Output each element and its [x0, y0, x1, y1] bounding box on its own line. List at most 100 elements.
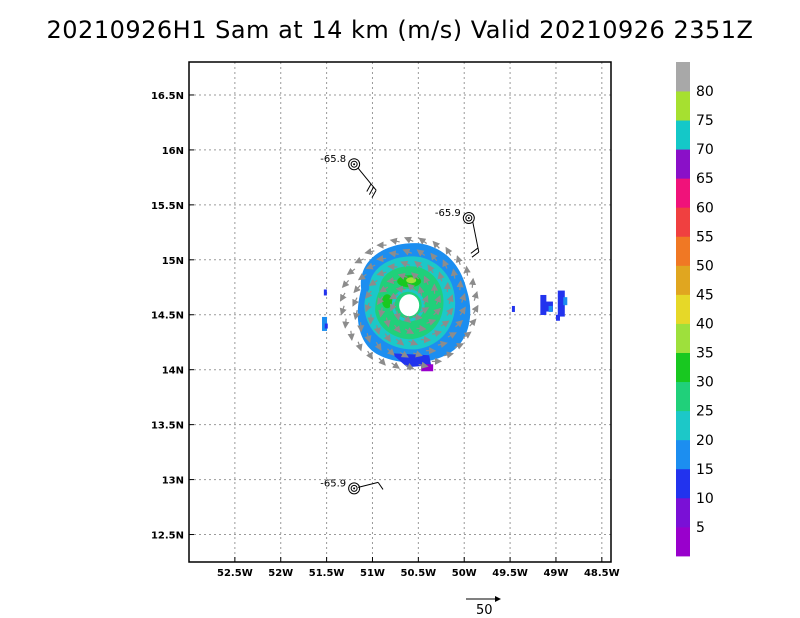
lat-tick-label: 14N — [162, 366, 184, 377]
wind-vector — [341, 280, 350, 289]
east-echo — [540, 294, 547, 315]
station-circle — [350, 160, 358, 168]
west-echo — [324, 323, 328, 329]
lon-tick-label: 49W — [543, 568, 568, 579]
wind-vector — [459, 292, 467, 303]
lon-tick-label: 50.5W — [400, 568, 436, 579]
wind-vector — [389, 292, 399, 300]
east-echo — [511, 305, 515, 312]
wind-vector — [456, 280, 464, 291]
wind-barb-staff — [472, 221, 480, 253]
wind-vector — [408, 338, 419, 346]
wind-vector — [388, 250, 399, 258]
wind-vectors — [339, 236, 479, 370]
wind-vector — [378, 307, 386, 318]
wind-vector — [379, 285, 389, 293]
wind-barb-staff — [357, 167, 377, 191]
wind-vector — [433, 307, 442, 316]
wind-vector — [352, 297, 359, 307]
observation-station: -65.8 — [320, 154, 377, 198]
scale-arrow-label: 50 — [476, 603, 493, 618]
wind-vector — [339, 305, 347, 316]
latitude-labels: 16.5N 16N 15.5N 15N 14.5N 14N 13.5N 13N 12.5N — [151, 91, 184, 542]
wind-vector — [403, 236, 414, 244]
wind-barb-staff — [358, 481, 379, 488]
plot-title: 20210926H1 Sam at 14 km (m/s) Valid 2021… — [46, 16, 754, 44]
colorbar-segment — [676, 62, 690, 92]
wind-vector — [407, 283, 416, 291]
wind-vector — [404, 327, 415, 334]
lon-tick-label: 52W — [268, 568, 293, 579]
lat-tick-label: 12.5N — [151, 531, 184, 542]
wind-vector — [434, 294, 441, 305]
observation-label: -65.8 — [320, 154, 346, 165]
wind-vector — [423, 275, 431, 285]
colorbar-label: 45 — [696, 287, 714, 303]
east-echo — [557, 290, 565, 317]
colorbar-label: 55 — [696, 229, 714, 245]
wind-vector — [447, 332, 457, 339]
colorbar-label: 30 — [696, 375, 714, 391]
wind-vector — [463, 265, 471, 276]
wind-vector — [383, 317, 391, 328]
wind-vector — [391, 361, 400, 369]
wind-vector — [421, 294, 429, 305]
wind-vector — [389, 237, 400, 245]
wind-barb-feather — [471, 251, 480, 258]
wind-vector — [418, 237, 428, 245]
wind-vector — [446, 307, 454, 316]
wind-vector — [368, 279, 378, 287]
colorbar-segment — [676, 468, 690, 499]
colorbar-segment — [676, 323, 690, 353]
wind-vector — [376, 269, 387, 277]
wind-vector — [400, 260, 410, 268]
wind-vector — [437, 271, 445, 282]
wind-vector — [454, 343, 465, 350]
wind-vector — [376, 255, 387, 263]
wind-vector — [437, 340, 448, 348]
wind-barb-feather — [368, 186, 374, 195]
lat-tick-label: 15.5N — [151, 201, 184, 212]
wind-vector — [373, 324, 381, 335]
wind-vector — [399, 350, 409, 358]
wind-vector — [445, 246, 453, 256]
wind-vector — [402, 248, 413, 256]
colorbar-segment — [676, 381, 690, 412]
lat-tick-label: 16.5N — [151, 91, 184, 102]
wind-vector — [431, 330, 442, 338]
lon-tick-label: 50W — [452, 568, 477, 579]
colorbar-label: 20 — [696, 433, 714, 449]
wind-vector — [339, 292, 347, 302]
lat-tick-label: 14.5N — [151, 311, 184, 322]
wind-vector — [378, 357, 386, 366]
wind-barb-feather — [371, 189, 377, 198]
wind-vector — [427, 264, 435, 274]
wind-vector — [443, 351, 455, 359]
colorbar-segment — [676, 91, 690, 121]
colorbar-segment — [676, 410, 690, 441]
colorbar-label: 15 — [696, 462, 714, 478]
observation-label: -65.9 — [435, 208, 461, 219]
colorbar-segment — [676, 120, 690, 150]
colorbar-segment — [676, 294, 690, 324]
colorbar-label: 80 — [696, 84, 714, 100]
west-echo — [322, 316, 328, 331]
wind-barb-feather — [366, 183, 372, 192]
station-dot — [467, 217, 470, 220]
colorbar-label: 40 — [696, 317, 714, 333]
wind-barb-feather — [470, 247, 478, 254]
wind-vector — [365, 262, 376, 270]
lon-tick-label: 51W — [360, 568, 385, 579]
west-echo — [323, 289, 327, 296]
wind-vector — [364, 248, 375, 256]
wind-35-region — [406, 277, 417, 284]
wind-vector — [463, 331, 472, 339]
wind-vector — [471, 290, 479, 301]
map-frame — [188, 61, 612, 563]
scale-arrow: 50 — [466, 596, 501, 618]
colorbar-segment — [676, 439, 690, 470]
wind-vector — [442, 259, 450, 269]
wind-vector — [426, 318, 437, 326]
wind-vector — [397, 272, 408, 280]
colorbar-segment — [676, 265, 690, 295]
